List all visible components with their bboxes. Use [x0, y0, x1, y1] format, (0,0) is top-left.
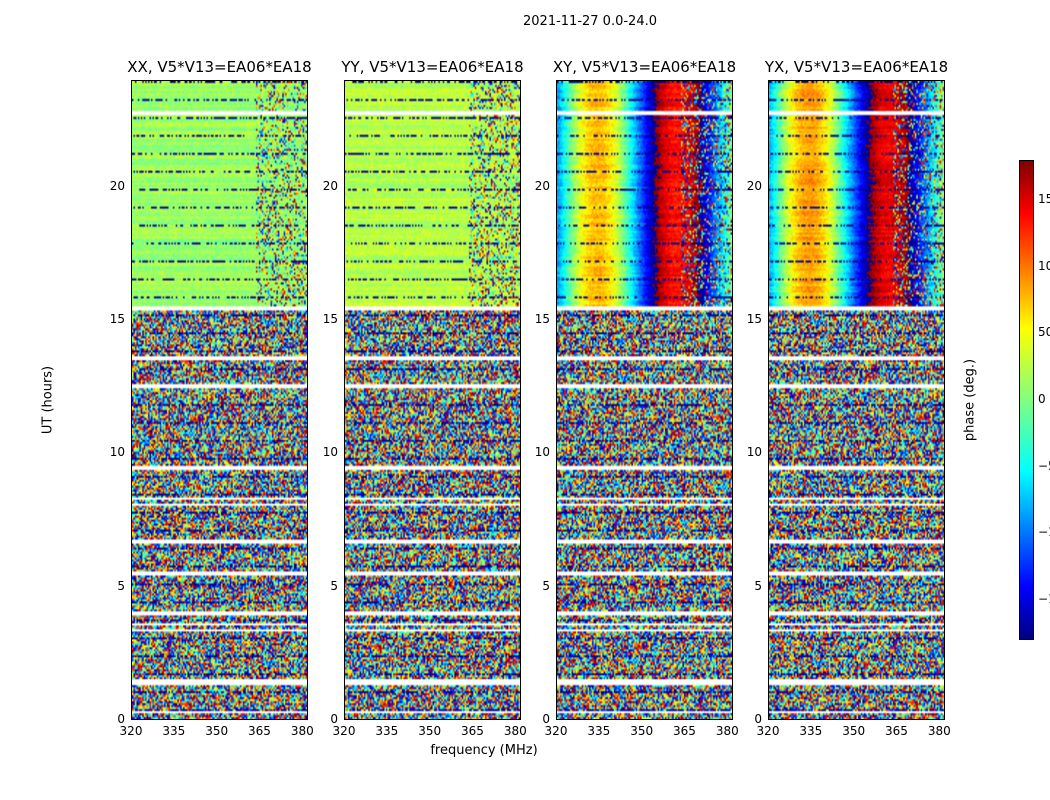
heatmap-canvas — [769, 81, 944, 719]
x-tick-label: 320 — [332, 724, 356, 738]
y-tick-label: 5 — [117, 578, 125, 593]
colorbar-label: phase (deg.) — [962, 358, 978, 442]
x-tick-label: 350 — [205, 724, 229, 738]
x-tick-label: 320 — [119, 724, 143, 738]
x-tick-label: 320 — [544, 724, 568, 738]
y-tick-label: 5 — [542, 578, 550, 593]
x-tick-label: 380 — [715, 724, 739, 738]
x-tick-label: 350 — [842, 724, 866, 738]
y-tick-label: 15 — [109, 312, 125, 326]
y-tick-label: 15 — [322, 312, 338, 326]
colorbar-tick-label: −150 — [1038, 592, 1050, 606]
x-tick-label: 365 — [461, 724, 484, 738]
heatmap-canvas — [557, 81, 732, 719]
x-tick-label: 335 — [162, 724, 186, 738]
colorbar-tick-label: 0 — [1038, 392, 1046, 406]
x-axis-label: frequency (MHz) — [430, 743, 538, 758]
y-tick-label: 20 — [322, 178, 338, 193]
colorbar-tick-label: 100 — [1038, 258, 1050, 273]
heatmap-panel — [768, 80, 945, 720]
x-tick-label: 365 — [248, 724, 271, 738]
y-tick-label: 0 — [754, 712, 762, 726]
colorbar-tick-label: −50 — [1038, 458, 1050, 473]
y-tick-label: 15 — [746, 312, 762, 326]
x-tick-label: 365 — [885, 724, 908, 738]
x-tick-label: 365 — [673, 724, 696, 738]
chart-title: 2021-11-27 0.0-24.0 — [523, 14, 657, 29]
heatmap-panel — [131, 80, 308, 720]
x-tick-label: 350 — [418, 724, 442, 738]
x-tick-label: 335 — [587, 724, 611, 738]
y-tick-label: 20 — [746, 178, 762, 193]
x-tick-label: 335 — [375, 724, 399, 738]
x-tick-label: 380 — [927, 724, 951, 738]
y-axis-label: UT (hours) — [40, 365, 56, 435]
y-tick-label: 0 — [330, 712, 338, 726]
x-tick-label: 320 — [756, 724, 780, 738]
x-tick-label: 380 — [290, 724, 314, 738]
y-tick-label: 10 — [746, 445, 762, 460]
y-tick-label: 10 — [534, 445, 550, 460]
y-tick-label: 10 — [109, 445, 125, 460]
y-tick-label: 0 — [117, 712, 125, 726]
y-tick-label: 0 — [542, 712, 550, 726]
panel-title: YY, V5*V13=EA06*EA18 — [341, 58, 524, 76]
heatmap-canvas — [132, 81, 307, 719]
heatmap-panel — [556, 80, 733, 720]
colorbar-tick-label: 150 — [1038, 192, 1050, 206]
y-tick-label: 20 — [534, 178, 550, 193]
y-tick-label: 10 — [322, 445, 338, 460]
panel-title: XY, V5*V13=EA06*EA18 — [552, 58, 737, 76]
colorbar-tick-label: −100 — [1038, 525, 1050, 540]
panel-title: YX, V5*V13=EA06*EA18 — [764, 58, 949, 76]
x-tick-label: 335 — [799, 724, 823, 738]
y-tick-label: 5 — [330, 578, 338, 593]
y-tick-label: 5 — [754, 578, 762, 593]
colorbar-tick-label: 50 — [1038, 325, 1050, 340]
y-tick-label: 20 — [109, 178, 125, 193]
y-tick-label: 15 — [534, 312, 550, 326]
x-tick-label: 350 — [630, 724, 654, 738]
heatmap-panel — [344, 80, 521, 720]
panel-title: XX, V5*V13=EA06*EA18 — [127, 58, 312, 76]
colorbar — [1019, 160, 1034, 640]
heatmap-canvas — [345, 81, 520, 719]
x-tick-label: 380 — [503, 724, 527, 738]
